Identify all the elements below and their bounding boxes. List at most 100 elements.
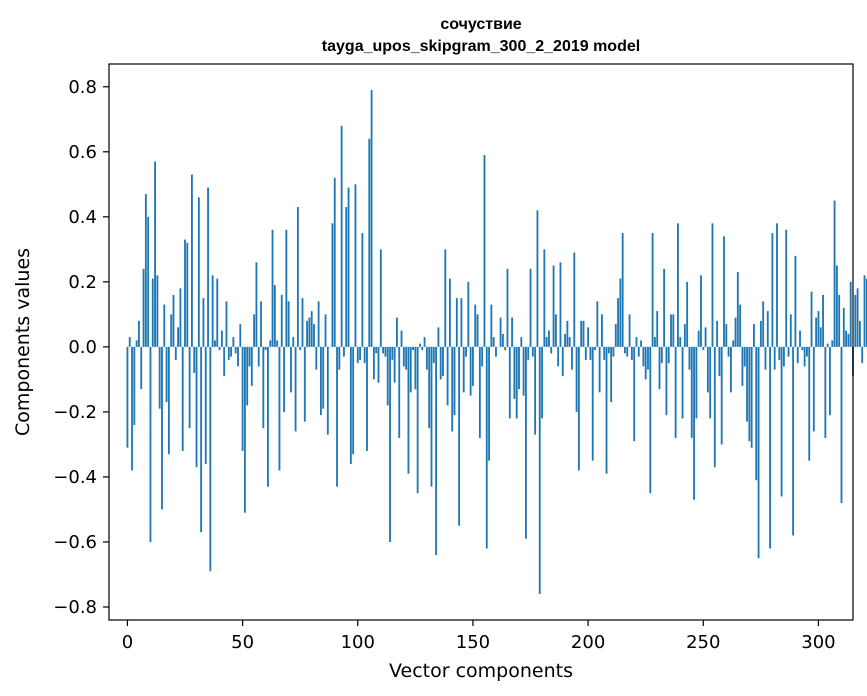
- bar-164: [504, 346, 507, 351]
- bar-171: [520, 337, 523, 347]
- bar-227: [649, 346, 652, 494]
- bar-35: [207, 187, 209, 347]
- bar-74: [296, 207, 299, 347]
- plot-frame: [108, 63, 854, 621]
- bar-314: [849, 281, 852, 347]
- bar-44: [227, 346, 230, 360]
- bar-5: [138, 320, 140, 347]
- x-tick-label: 0: [122, 632, 133, 653]
- bar-151: [474, 304, 477, 347]
- bar-12: [154, 161, 156, 347]
- bar-173: [525, 346, 527, 539]
- bar-213: [617, 298, 619, 347]
- bar-259: [723, 236, 725, 347]
- bar-247: [695, 346, 698, 419]
- bar-286: [785, 229, 788, 347]
- bar-106: [370, 90, 373, 347]
- x-tick-label: 50: [231, 632, 254, 653]
- bar-109: [377, 346, 380, 383]
- bar-140: [448, 278, 451, 347]
- bar-145: [460, 298, 463, 347]
- bar-319: [861, 346, 864, 364]
- bar-69: [285, 229, 288, 347]
- bar-34: [204, 346, 207, 464]
- bar-303: [824, 346, 827, 438]
- bar-175: [529, 268, 532, 347]
- bar-133: [432, 346, 435, 364]
- y-tick-label: −0.4: [53, 467, 97, 488]
- bar-208: [605, 346, 608, 474]
- bar-249: [700, 275, 702, 347]
- bar-153: [478, 346, 481, 438]
- bar-178: [536, 210, 539, 347]
- bar-169: [515, 346, 518, 419]
- bar-224: [642, 346, 645, 367]
- bar-113: [386, 346, 389, 406]
- bar-27: [188, 346, 191, 429]
- bar-200: [587, 327, 590, 347]
- x-tick-label: 100: [341, 632, 375, 653]
- bar-262: [730, 346, 732, 393]
- bar-250: [702, 346, 705, 351]
- bar-114: [389, 346, 391, 542]
- bar-267: [741, 346, 744, 386]
- bar-39: [216, 278, 219, 347]
- bar-229: [653, 337, 656, 347]
- x-tick-label: 300: [801, 632, 835, 653]
- bar-163: [501, 333, 504, 347]
- bar-47: [234, 346, 237, 354]
- bar-76: [301, 298, 304, 347]
- bar-205: [598, 346, 601, 393]
- bar-282: [776, 223, 778, 347]
- x-tick-label: 200: [571, 632, 605, 653]
- bar-14: [158, 346, 161, 409]
- bar-256: [716, 320, 719, 347]
- bar-77: [303, 346, 306, 422]
- bar-118: [398, 346, 401, 438]
- bar-82: [315, 346, 318, 370]
- bar-201: [589, 346, 592, 360]
- bar-51: [243, 346, 246, 513]
- bar-52: [246, 346, 249, 406]
- bar-70: [287, 301, 290, 347]
- bar-291: [796, 346, 799, 364]
- bar-176: [531, 346, 534, 357]
- bar-248: [697, 330, 700, 347]
- bar-100: [356, 346, 359, 364]
- bar-252: [706, 346, 709, 393]
- bar-244: [688, 346, 691, 370]
- bar-260: [725, 324, 728, 347]
- bar-146: [462, 346, 465, 393]
- bar-49: [239, 324, 242, 347]
- bar-226: [647, 346, 649, 370]
- bar-78: [306, 320, 309, 347]
- bar-10: [149, 346, 152, 542]
- bar-242: [683, 324, 686, 347]
- bar-182: [545, 337, 548, 347]
- bar-289: [792, 346, 795, 536]
- bar-96: [347, 187, 350, 347]
- bar-142: [453, 346, 456, 416]
- bar-102: [361, 233, 364, 347]
- bar-41: [220, 330, 223, 347]
- bar-309: [838, 294, 841, 347]
- bar-126: [416, 346, 419, 494]
- bar-83: [317, 301, 320, 347]
- bar-266: [739, 304, 742, 347]
- x-tick-label: 250: [686, 632, 720, 653]
- bar-18: [167, 346, 170, 455]
- bar-190: [564, 333, 566, 347]
- bar-189: [561, 346, 564, 377]
- bar-269: [746, 346, 748, 422]
- bar-277: [764, 346, 767, 370]
- bar-203: [594, 346, 596, 351]
- bar-202: [591, 346, 594, 461]
- bar-297: [810, 291, 813, 347]
- bar-105: [368, 138, 371, 347]
- bar-131: [428, 346, 431, 429]
- x-tick-label: 150: [456, 632, 490, 653]
- bar-221: [635, 337, 638, 347]
- bar-150: [472, 346, 474, 386]
- bar-223: [640, 340, 643, 347]
- bar-71: [290, 346, 292, 393]
